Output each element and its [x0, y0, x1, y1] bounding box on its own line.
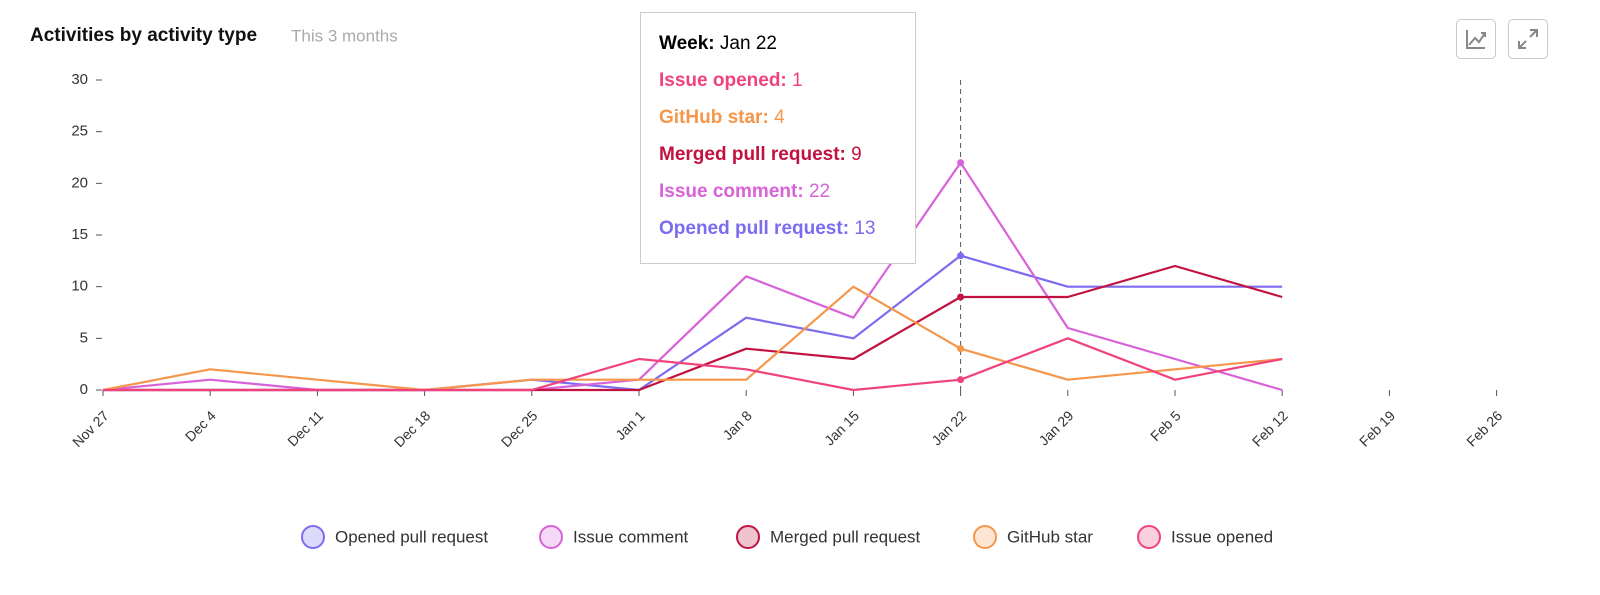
legend-marker	[301, 525, 325, 549]
legend-marker	[973, 525, 997, 549]
chart-subtitle: This 3 months	[291, 26, 398, 45]
x-tick-label: Nov 27	[69, 407, 112, 450]
series-line	[102, 161, 1283, 392]
tooltip-week: Week: Jan 22	[659, 33, 897, 70]
tooltip: Week: Jan 22 Issue opened: 1 GitHub star:…	[640, 12, 916, 264]
y-tick-label: 30	[71, 71, 88, 88]
tooltip-label: Week:	[659, 33, 715, 54]
legend-marker	[539, 525, 563, 549]
series-line	[103, 337, 1283, 392]
tooltip-label: Issue opened:	[659, 70, 787, 91]
line-chart-button[interactable]	[1456, 19, 1496, 59]
x-tick-label: Feb 19	[1356, 407, 1398, 449]
x-tick-label: Jan 8	[719, 407, 755, 443]
x-tick-label: Feb 5	[1147, 407, 1184, 444]
series-line	[102, 285, 1283, 392]
tooltip-label: Merged pull request:	[659, 144, 846, 165]
x-tick-label: Jan 22	[928, 407, 969, 448]
tooltip-label: Issue comment:	[659, 181, 804, 202]
x-tick-label: Dec 18	[391, 407, 434, 450]
tooltip-label: GitHub star:	[659, 107, 769, 128]
legend-label: Issue comment	[573, 527, 689, 546]
y-tick-label: 25	[71, 123, 88, 140]
legend-marker	[1137, 525, 1161, 549]
tooltip-row: Issue opened: 1	[659, 70, 897, 107]
y-tick-label: 0	[80, 381, 88, 398]
tooltip-value: 1	[792, 70, 803, 91]
y-tick-label: 10	[71, 278, 88, 295]
hover-point	[957, 376, 965, 384]
chart-title: Activities by activity type	[30, 25, 257, 46]
tooltip-label: Opened pull request:	[659, 218, 850, 239]
tooltip-value: 22	[808, 181, 831, 202]
x-tick-label: Jan 15	[821, 407, 862, 448]
legend-marker	[736, 525, 760, 549]
expand-button[interactable]	[1508, 19, 1548, 59]
x-tick-label: Dec 4	[182, 407, 219, 444]
y-tick-label: 15	[71, 226, 88, 243]
tooltip-value: 9	[851, 144, 862, 165]
tooltip-value: 4	[774, 107, 785, 128]
legend-label: Opened pull request	[335, 527, 488, 546]
x-tick-label: Feb 26	[1463, 407, 1505, 449]
hover-point	[957, 252, 965, 260]
hover-point	[957, 345, 965, 353]
tooltip-row: Merged pull request: 9	[659, 144, 897, 181]
tooltip-row: Opened pull request: 13	[659, 218, 897, 255]
x-tick-label: Dec 11	[284, 407, 326, 449]
tooltip-value: 13	[854, 218, 876, 239]
icon	[1466, 30, 1486, 49]
y-tick-label: 20	[71, 174, 88, 191]
legend-label: Issue opened	[1171, 527, 1273, 546]
y-tick-label: 5	[80, 329, 88, 346]
x-tick-label: Feb 12	[1249, 407, 1291, 449]
tooltip-value: Jan 22	[719, 33, 777, 54]
hover-point	[957, 293, 965, 301]
x-tick-label: Jan 29	[1035, 407, 1076, 448]
legend-label: Merged pull request	[770, 527, 921, 546]
legend-label: GitHub star	[1007, 527, 1093, 546]
tooltip-row: GitHub star: 4	[659, 107, 897, 144]
x-tick-label: Jan 1	[612, 407, 648, 443]
icon	[1518, 29, 1538, 49]
tooltip-row: Issue comment: 22	[659, 181, 897, 218]
hover-point	[957, 159, 965, 167]
x-tick-label: Dec 25	[498, 407, 541, 450]
